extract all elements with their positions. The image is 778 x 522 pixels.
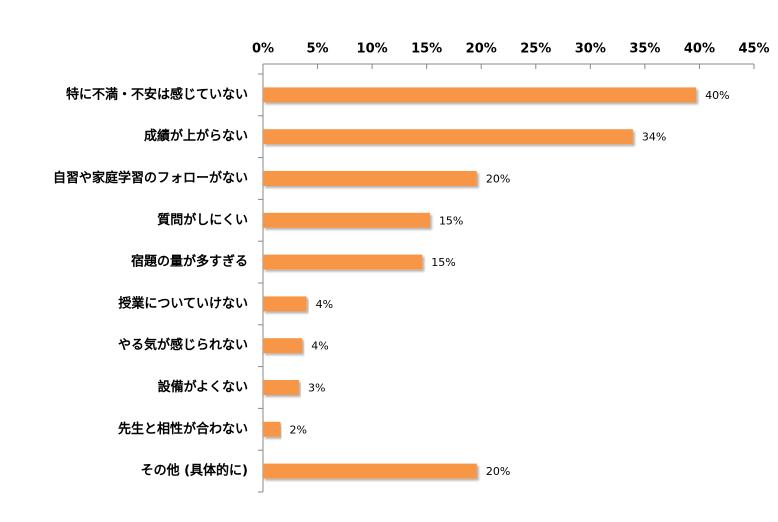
x-tick-label: 35% (629, 42, 660, 57)
bar (263, 129, 633, 145)
bar (263, 380, 300, 395)
category-label: 特に不満・不安は感じていない (66, 86, 248, 102)
category-label: 先生と相性が合わない (118, 421, 248, 437)
x-tick-label: 0% (252, 42, 274, 57)
category-label: やる気が感じられない (118, 337, 248, 353)
value-label: 15% (439, 214, 463, 227)
bar (263, 463, 477, 479)
value-label: 4% (311, 340, 328, 353)
category-label: 成績が上がらない (144, 128, 248, 144)
category-label: 設備がよくない (158, 379, 248, 395)
value-label: 20% (486, 173, 510, 186)
category-label: 宿題の量が多すぎる (131, 254, 248, 270)
value-label: 15% (431, 256, 455, 269)
bar (263, 338, 303, 354)
bar (263, 296, 307, 312)
x-tick-label: 15% (411, 42, 442, 57)
x-tick-label: 20% (466, 42, 497, 57)
bar (263, 421, 281, 437)
bar (263, 87, 697, 103)
value-label: 40% (705, 89, 729, 102)
x-tick-label: 10% (357, 42, 388, 57)
category-label: 自習や家庭学習のフォローがない (53, 170, 248, 186)
x-tick-label: 25% (520, 42, 551, 57)
x-tick-label: 5% (307, 42, 329, 57)
x-tick-label: 30% (575, 42, 606, 57)
value-label: 20% (486, 465, 510, 478)
value-label: 34% (642, 131, 666, 144)
value-label: 4% (316, 298, 333, 311)
category-label: 授業についていけない (118, 295, 248, 311)
bar (263, 254, 423, 270)
value-label: 2% (289, 423, 306, 436)
value-label: 3% (308, 382, 325, 395)
x-tick-label: 40% (684, 42, 715, 57)
category-label: 質問がしにくい (157, 212, 248, 228)
bar (263, 212, 430, 228)
category-label: その他 (具体的に) (141, 463, 248, 479)
bar (263, 171, 477, 186)
x-tick-label: 45% (738, 42, 769, 57)
